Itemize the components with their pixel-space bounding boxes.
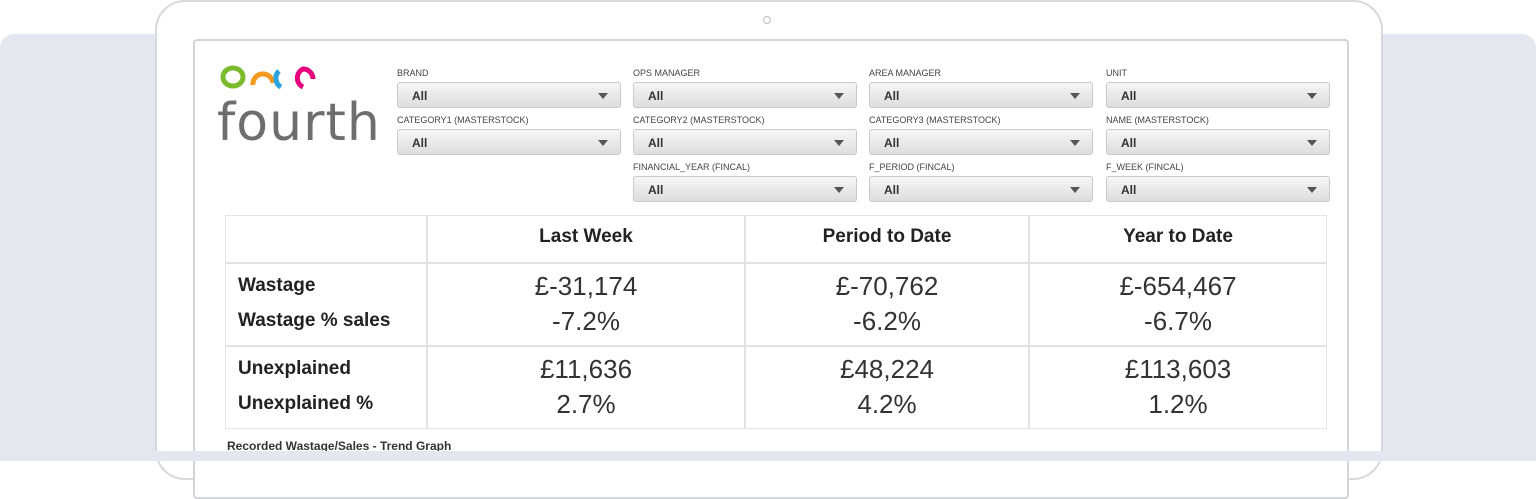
row-divider bbox=[226, 345, 1326, 347]
chevron-down-icon[interactable] bbox=[1070, 140, 1080, 146]
row-label-wastage: Wastage bbox=[238, 275, 316, 296]
filter-brand: BRAND All bbox=[397, 67, 621, 108]
kpi-value: -6.2% bbox=[853, 306, 921, 336]
kpi-value: -7.2% bbox=[552, 306, 620, 336]
chevron-down-icon[interactable] bbox=[598, 93, 608, 99]
column-divider bbox=[426, 216, 428, 428]
select-value: All bbox=[884, 89, 900, 103]
category1-select[interactable]: All bbox=[397, 129, 621, 155]
column-header-last-week: Last Week bbox=[539, 226, 633, 247]
select-value: All bbox=[648, 136, 664, 150]
chevron-down-icon[interactable] bbox=[598, 140, 608, 146]
logo-wordmark: fourth bbox=[217, 93, 381, 153]
kpi-value: £11,636 bbox=[539, 354, 633, 384]
kpi-value: -6.7% bbox=[1144, 306, 1212, 336]
kpi-value: £-31,174 bbox=[534, 271, 638, 301]
select-value: All bbox=[412, 89, 428, 103]
filter-financial-year: FINANCIAL_YEAR (FINCAL) All bbox=[633, 161, 857, 202]
chevron-down-icon[interactable] bbox=[1307, 140, 1317, 146]
chevron-down-icon[interactable] bbox=[1070, 187, 1080, 193]
row-label-wastage-pct: Wastage % sales bbox=[238, 310, 391, 331]
filter-label: AREA MANAGER bbox=[869, 68, 942, 78]
row-divider bbox=[226, 262, 1326, 264]
row-label-unexplained-pct: Unexplained % bbox=[238, 393, 374, 414]
f-period-select[interactable]: All bbox=[869, 176, 1093, 202]
filter-label: FINANCIAL_YEAR (FINCAL) bbox=[633, 162, 751, 172]
filter-label: CATEGORY1 (MASTERSTOCK) bbox=[397, 115, 529, 125]
trend-graph-title: Recorded Wastage/Sales - Trend Graph bbox=[227, 439, 452, 453]
kpi-value: £113,603 bbox=[1124, 354, 1232, 384]
select-value: All bbox=[648, 183, 664, 197]
filter-area-manager: AREA MANAGER All bbox=[869, 67, 1093, 108]
select-value: All bbox=[412, 136, 428, 150]
column-divider bbox=[1028, 216, 1030, 428]
chevron-down-icon[interactable] bbox=[1307, 93, 1317, 99]
filter-label: CATEGORY3 (MASTERSTOCK) bbox=[869, 115, 1001, 125]
select-value: All bbox=[884, 183, 900, 197]
filter-name: NAME (MASTERSTOCK) All bbox=[1106, 114, 1330, 155]
kpi-value: £-654,467 bbox=[1119, 271, 1237, 301]
financial-year-select[interactable]: All bbox=[633, 176, 857, 202]
kpi-value: £-70,762 bbox=[835, 271, 939, 301]
category3-select[interactable]: All bbox=[869, 129, 1093, 155]
filter-label: OPS MANAGER bbox=[633, 68, 701, 78]
filter-label: NAME (MASTERSTOCK) bbox=[1106, 115, 1209, 125]
fourth-logo[interactable]: fourth bbox=[217, 63, 380, 153]
category2-select[interactable]: All bbox=[633, 129, 857, 155]
filter-unit: UNIT All bbox=[1106, 67, 1330, 108]
chevron-down-icon[interactable] bbox=[1070, 93, 1080, 99]
chevron-down-icon[interactable] bbox=[1307, 187, 1317, 193]
select-value: All bbox=[1121, 136, 1137, 150]
column-header-year-to-date: Year to Date bbox=[1123, 226, 1233, 247]
select-value: All bbox=[1121, 183, 1137, 197]
select-value: All bbox=[1121, 89, 1137, 103]
logo-rings-icon bbox=[220, 65, 316, 90]
filter-category1: CATEGORY1 (MASTERSTOCK) All bbox=[397, 114, 621, 155]
filter-label: CATEGORY2 (MASTERSTOCK) bbox=[633, 115, 765, 125]
filter-label: BRAND bbox=[397, 68, 429, 78]
filter-label: F_PERIOD (FINCAL) bbox=[869, 162, 955, 172]
name-select[interactable]: All bbox=[1106, 129, 1330, 155]
kpi-value: £48,224 bbox=[840, 354, 934, 384]
filter-ops-manager: OPS MANAGER All bbox=[633, 67, 857, 108]
kpi-table: Last Week Period to Date Year to Date Wa… bbox=[225, 215, 1327, 429]
kpi-value: 1.2% bbox=[1148, 389, 1208, 419]
brand-select[interactable]: All bbox=[397, 82, 621, 108]
filter-category2: CATEGORY2 (MASTERSTOCK) All bbox=[633, 114, 857, 155]
row-label-unexplained: Unexplained bbox=[238, 358, 351, 379]
kpi-value: 2.7% bbox=[556, 389, 616, 419]
chevron-down-icon[interactable] bbox=[834, 187, 844, 193]
filter-label: UNIT bbox=[1106, 68, 1127, 78]
kpi-value: 4.2% bbox=[857, 389, 917, 419]
select-value: All bbox=[884, 136, 900, 150]
chevron-down-icon[interactable] bbox=[834, 93, 844, 99]
filter-label: F_WEEK (FINCAL) bbox=[1106, 162, 1184, 172]
f-week-select[interactable]: All bbox=[1106, 176, 1330, 202]
background-band-bottom bbox=[0, 451, 1536, 461]
select-value: All bbox=[648, 89, 664, 103]
laptop-frame: fourth BRAND All OPS MANAGER All AREA MA… bbox=[155, 0, 1383, 499]
filter-f-period: F_PERIOD (FINCAL) All bbox=[869, 161, 1093, 202]
area-manager-select[interactable]: All bbox=[869, 82, 1093, 108]
filter-category3: CATEGORY3 (MASTERSTOCK) All bbox=[869, 114, 1093, 155]
camera-icon bbox=[763, 16, 771, 24]
filter-f-week: F_WEEK (FINCAL) All bbox=[1106, 161, 1330, 202]
ops-manager-select[interactable]: All bbox=[633, 82, 857, 108]
column-header-period-to-date: Period to Date bbox=[822, 226, 952, 247]
unit-select[interactable]: All bbox=[1106, 82, 1330, 108]
column-divider bbox=[744, 216, 746, 428]
chevron-down-icon[interactable] bbox=[834, 140, 844, 146]
dashboard-screen: fourth BRAND All OPS MANAGER All AREA MA… bbox=[193, 39, 1349, 499]
